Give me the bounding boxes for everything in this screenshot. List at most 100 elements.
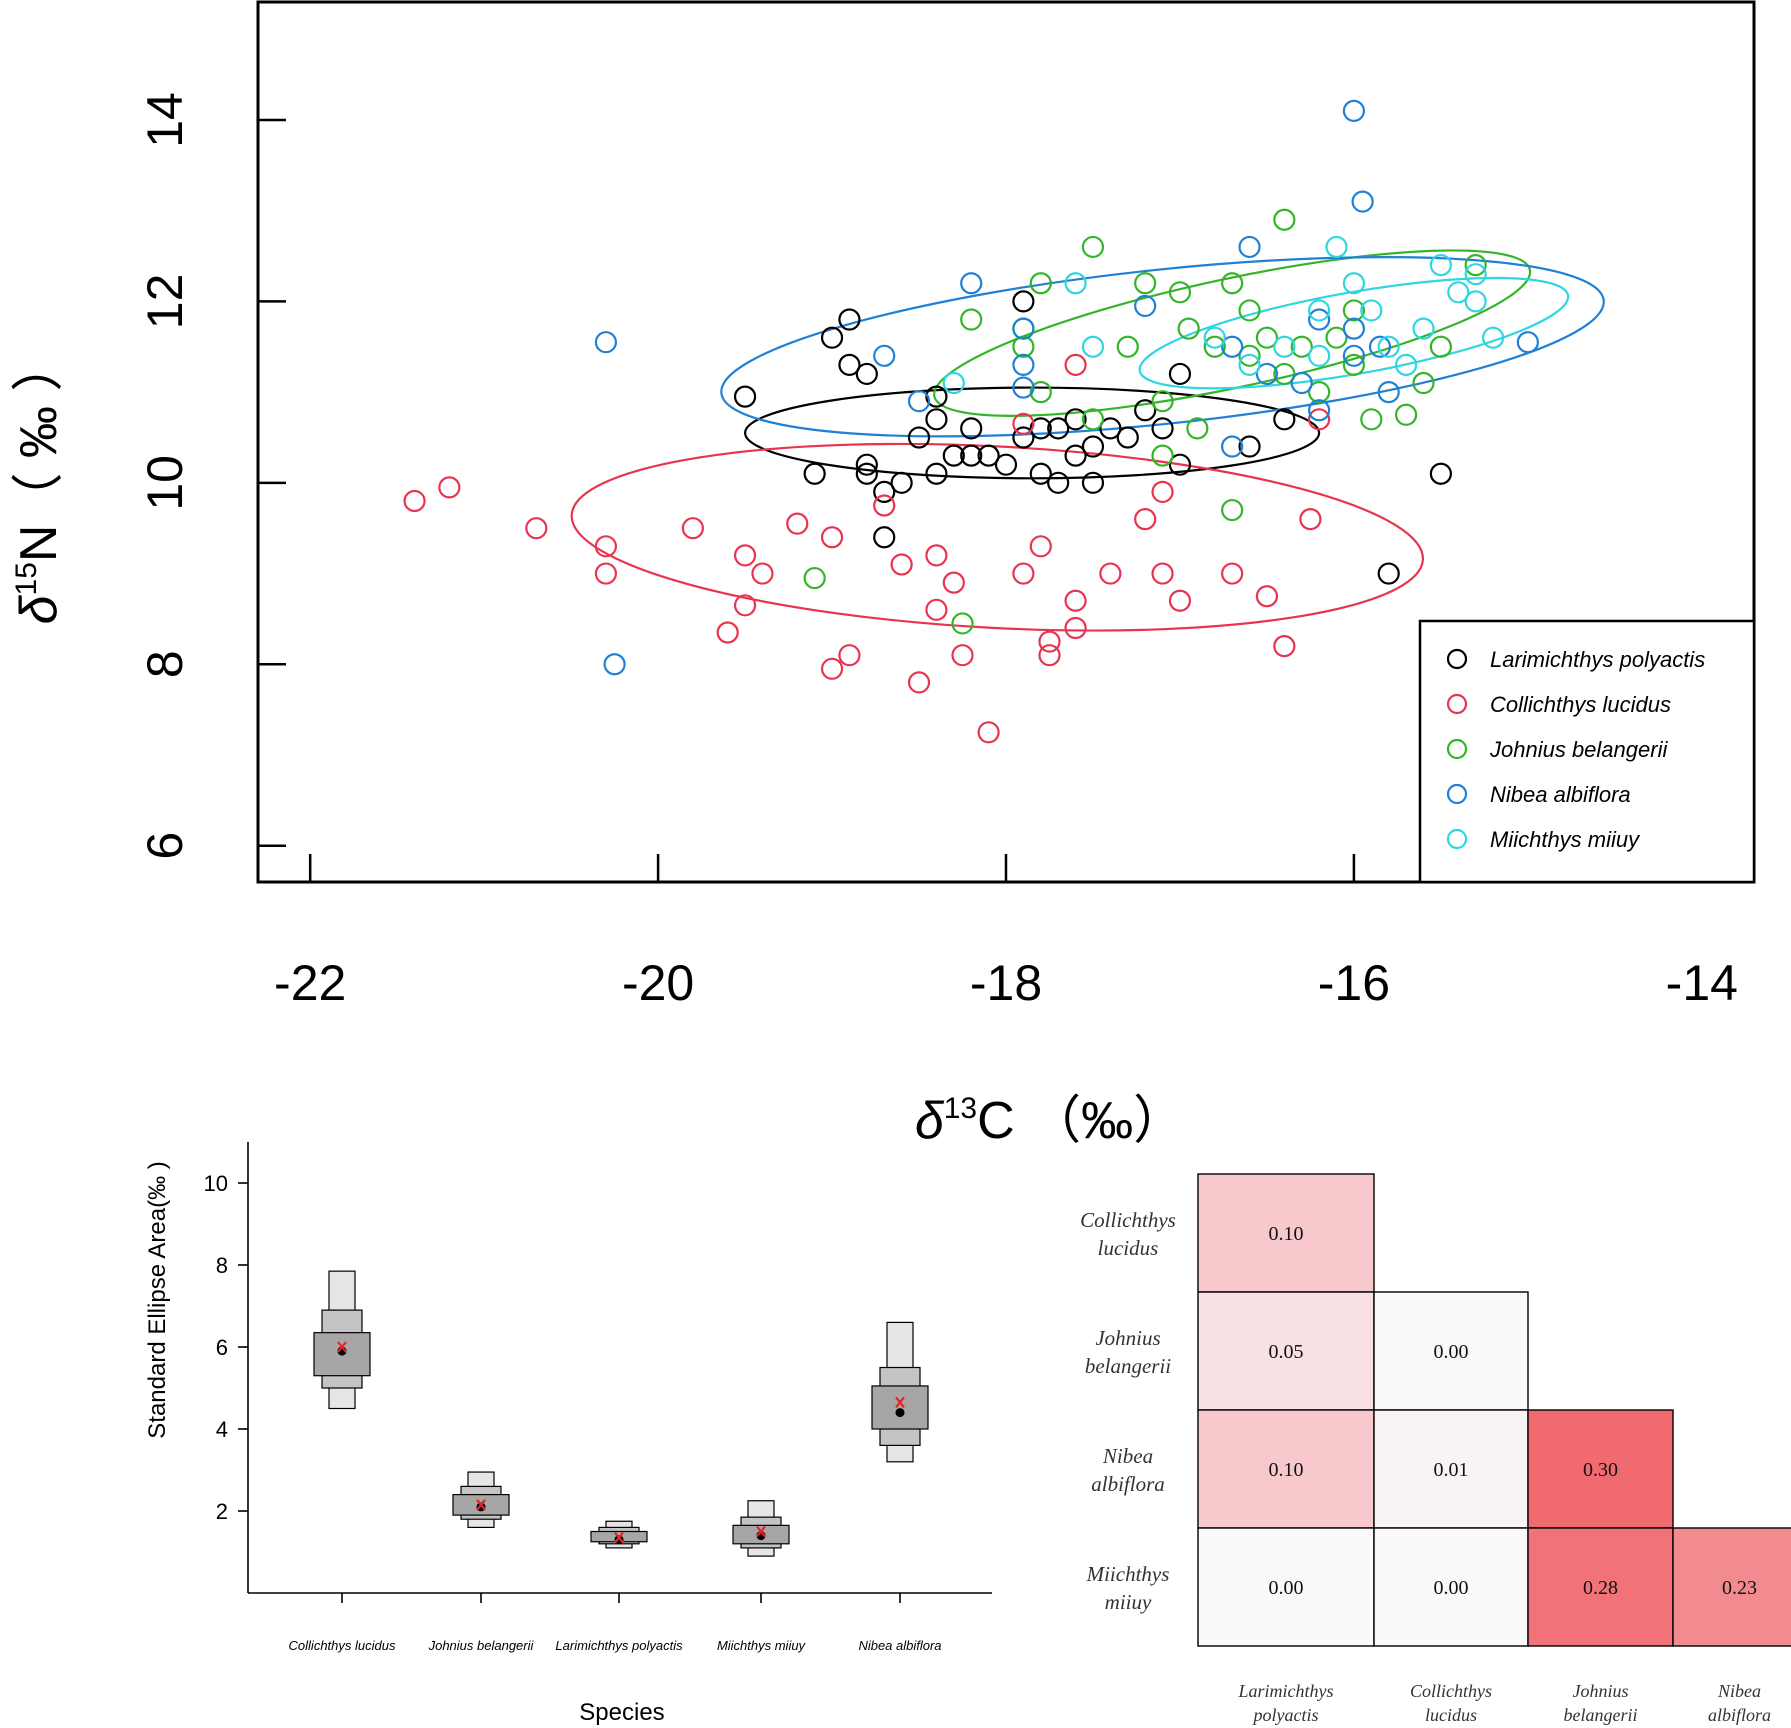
point-larimichthys-polyactis [1238, 435, 1261, 458]
x-axis-label: δ13C （‰） [915, 1092, 1185, 1150]
y-tick-label: 6 [137, 832, 193, 860]
point-nibea-albiflora [1238, 235, 1261, 259]
point-johnius-belangerii [1464, 253, 1487, 277]
x-axis: -22 -20 -18 -16 -14 [274, 854, 1738, 1011]
point-miichthys-miiuy [1325, 235, 1348, 259]
box-x-tick-label: Miichthys miiuy [717, 1638, 807, 1653]
point-johnius-belangerii [1342, 299, 1366, 322]
point-johnius-belangerii [1238, 299, 1261, 322]
point-johnius-belangerii [1081, 408, 1105, 431]
point-larimichthys-polyactis [1081, 435, 1105, 458]
legend-label-nibea-albiflora: Nibea albiflora [1490, 782, 1631, 807]
heatmap-cell [1197, 1173, 1375, 1293]
point-larimichthys-polyactis [1429, 462, 1452, 485]
point-larimichthys-polyactis [803, 462, 826, 485]
x-tick-label: -22 [274, 955, 346, 1011]
point-johnius-belangerii [1325, 326, 1348, 349]
point-collichthys-lucidus [1255, 585, 1279, 608]
scatter-points [403, 99, 1539, 744]
point-collichthys-lucidus [1064, 616, 1087, 640]
box-x-tick-label: Nibea albiflora [858, 1638, 941, 1653]
heatmap-column-label: Johnius [1573, 1681, 1629, 1701]
y-axis-label-text: N（ ‰ ） [10, 340, 68, 562]
point-larimichthys-polyactis [960, 417, 983, 440]
y-axis-label-superscript: 15 [10, 562, 43, 595]
point-collichthys-lucidus [1064, 589, 1087, 612]
heatmap-cell-value: 0.01 [1434, 1459, 1469, 1481]
point-collichthys-lucidus [1064, 353, 1087, 376]
point-larimichthys-polyactis [1012, 290, 1035, 313]
point-larimichthys-polyactis [1064, 408, 1087, 431]
heatmap-cell-value: 0.00 [1269, 1577, 1304, 1599]
heatmap-row-label: miiuy [1105, 1590, 1152, 1614]
point-nibea-albiflora [1377, 381, 1400, 404]
ellipse-miichthys-miiuy [1138, 276, 1570, 390]
point-miichthys-miiuy [1464, 290, 1487, 313]
legend-marker-johnius-belangerii [1446, 738, 1468, 760]
box-mean-larimichthys-polyactis [614, 1531, 624, 1544]
point-nibea-albiflora [1221, 335, 1244, 358]
point-larimichthys-polyactis [873, 526, 896, 549]
point-miichthys-miiuy [1064, 272, 1087, 295]
point-miichthys-miiuy [1308, 299, 1331, 322]
point-collichthys-lucidus [1099, 562, 1122, 585]
heatmap-column-label: Nibea [1717, 1681, 1761, 1701]
point-johnius-belangerii [803, 566, 826, 590]
point-larimichthys-polyactis [977, 444, 1000, 467]
y-tick-label: 14 [137, 92, 193, 148]
heatmap-column-label: lucidus [1425, 1705, 1477, 1725]
point-larimichthys-polyactis [942, 444, 965, 467]
point-nibea-albiflora [1134, 294, 1157, 318]
heatmap-cell [1373, 1291, 1529, 1411]
heatmap-cell [1373, 1409, 1529, 1529]
point-larimichthys-polyactis [820, 326, 844, 349]
point-johnius-belangerii [1412, 371, 1435, 395]
point-johnius-belangerii [1186, 417, 1209, 440]
box-mean-miichthys-miiuy [756, 1525, 766, 1538]
heatmap-cell-value: 0.10 [1269, 1223, 1304, 1245]
point-larimichthys-polyactis [925, 408, 948, 431]
point-larimichthys-polyactis [925, 385, 948, 408]
heatmap-row-label: albiflora [1091, 1472, 1165, 1496]
heatmap-cell-value: 0.00 [1434, 1577, 1469, 1599]
x-tick-label: -20 [622, 955, 694, 1011]
point-larimichthys-polyactis [1029, 462, 1052, 485]
point-collichthys-lucidus [942, 571, 965, 594]
heatmap-cell [1373, 1527, 1529, 1647]
sea-boxes [313, 1270, 929, 1557]
x-tick-label: -18 [970, 955, 1042, 1011]
point-collichthys-lucidus [820, 657, 844, 680]
sea-box-plot: 2 4 6 8 10 Collichthys lucidus Johnius belange… [144, 1142, 992, 1726]
point-collichthys-lucidus [751, 562, 774, 585]
point-nibea-albiflora [1342, 317, 1366, 340]
point-collichthys-lucidus [838, 644, 861, 667]
point-johnius-belangerii [1429, 335, 1452, 358]
x-tick-label: -14 [1666, 955, 1738, 1011]
point-nibea-albiflora [1290, 371, 1313, 395]
point-miichthys-miiuy [1238, 353, 1261, 376]
legend-box [1418, 619, 1756, 884]
point-miichthys-miiuy [1481, 326, 1505, 349]
box-mean-johnius-belangerii [476, 1499, 486, 1511]
heatmap-row-label: Miichthys [1086, 1562, 1170, 1586]
point-collichthys-lucidus [733, 594, 757, 617]
point-johnius-belangerii [1081, 235, 1105, 259]
point-johnius-belangerii [951, 612, 974, 635]
heatmap-cell-value: 0.10 [1269, 1459, 1304, 1481]
point-nibea-albiflora [960, 272, 983, 295]
point-nibea-albiflora [1012, 376, 1035, 399]
box-mode-nibea-albiflora [895, 1408, 905, 1418]
point-collichthys-lucidus [733, 544, 757, 567]
overlap-heatmap: Collichthys lucidus 0.10 Johnius belangerii 0… [1080, 1173, 1791, 1725]
point-nibea-albiflora [1342, 344, 1366, 367]
heatmap-column-label: Collichthys [1410, 1681, 1492, 1701]
point-johnius-belangerii [1273, 362, 1296, 386]
point-johnius-belangerii [960, 308, 983, 331]
box-x-tick-label: Larimichthys polyactis [555, 1638, 683, 1653]
point-collichthys-lucidus [594, 535, 618, 558]
box-y-tick-label: 6 [216, 1335, 228, 1360]
point-collichthys-lucidus [925, 544, 948, 567]
point-johnius-belangerii [1360, 408, 1383, 431]
